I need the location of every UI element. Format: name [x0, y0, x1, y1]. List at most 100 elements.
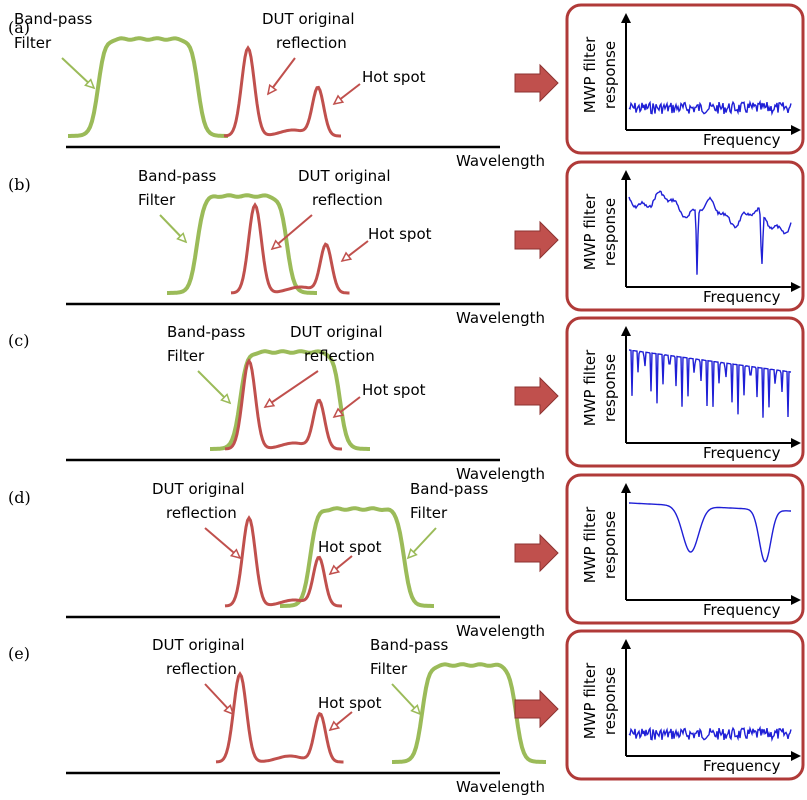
- mwp-response-trace: [629, 502, 791, 563]
- response-axis-label: MWP filter response: [581, 349, 619, 426]
- response-label-line2: response: [601, 511, 619, 579]
- reflection-label-line1: DUT original: [298, 167, 391, 185]
- mwp-response-trace: [628, 190, 792, 275]
- reflection-pointer-head: [229, 548, 242, 560]
- filter-pointer-head: [406, 548, 418, 560]
- dut-reflection-curve: [224, 515, 342, 608]
- frequency-axis-label: Frequency: [703, 444, 781, 462]
- reflection-label-line1: DUT original: [152, 636, 245, 654]
- mwp-response-trace: [628, 725, 792, 742]
- hotspot-pointer-head: [332, 94, 345, 106]
- panel-b: (b) Wavelength Band-pass Filter DUT original…: [8, 160, 805, 327]
- reflection-label-line2: reflection: [276, 34, 347, 52]
- hotspot-label: Hot spot: [318, 694, 382, 712]
- response-axis-label: MWP filter response: [581, 36, 619, 113]
- panel-label: (d): [8, 488, 31, 507]
- x-axis-arrow-icon: [791, 751, 801, 761]
- reflection-pointer-line: [264, 370, 319, 408]
- filter-label-line1: Band-pass: [167, 323, 245, 341]
- panel-label: (e): [8, 644, 30, 663]
- response-label-line1: MWP filter: [581, 662, 599, 739]
- wavelength-axis-label: Wavelength: [456, 465, 545, 483]
- filter-pointer-head: [410, 704, 422, 716]
- transform-arrow-icon: [514, 220, 559, 260]
- mwp-response-trace: [628, 99, 792, 116]
- filter-pointer-head: [220, 393, 232, 405]
- dut-reflection-curve: [223, 45, 341, 138]
- hotspot-pointer-head: [328, 720, 341, 732]
- transform-arrow-icon: [514, 63, 559, 103]
- reflection-pointer-head: [270, 239, 283, 251]
- transform-arrow-icon: [514, 689, 559, 729]
- panel-e: (e) Wavelength Band-pass Filter DUT original…: [8, 629, 805, 796]
- y-axis-arrow-icon: [621, 170, 631, 180]
- response-axis-label: MWP filter response: [581, 662, 619, 739]
- filter-label-line2: Filter: [138, 191, 176, 209]
- hotspot-label: Hot spot: [362, 381, 426, 399]
- band-pass-filter-curve: [167, 193, 317, 295]
- transform-arrow-icon: [514, 376, 559, 416]
- panel-a: (a) Wavelength Band-pass Filter DUT original…: [8, 3, 805, 170]
- transform-arrow-icon: [514, 533, 559, 573]
- hotspot-label: Hot spot: [368, 225, 432, 243]
- response-label-line1: MWP filter: [581, 506, 599, 583]
- hotspot-pointer-head: [340, 251, 353, 263]
- wavelength-axis-label: Wavelength: [456, 152, 545, 170]
- dut-reflection-curve: [224, 358, 342, 451]
- panel-c: (c) Wavelength Band-pass Filter DUT original…: [8, 316, 805, 483]
- filter-pointer-head: [84, 78, 96, 90]
- dut-reflection-curve: [215, 671, 344, 764]
- x-axis-arrow-icon: [791, 595, 801, 605]
- filter-label-line1: Band-pass: [370, 636, 448, 654]
- frequency-axis-label: Frequency: [703, 757, 781, 775]
- filter-label-line2: Filter: [14, 34, 52, 52]
- panel-d: (d) Wavelength Band-pass Filter DUT original…: [8, 473, 805, 640]
- frequency-axis-label: Frequency: [703, 601, 781, 619]
- response-axis-label: MWP filter response: [581, 506, 619, 583]
- reflection-label-line1: DUT original: [290, 323, 383, 341]
- hotspot-pointer-head: [328, 564, 341, 576]
- response-label-line2: response: [601, 667, 619, 735]
- wavelength-axis-label: Wavelength: [456, 309, 545, 327]
- y-axis-arrow-icon: [621, 326, 631, 336]
- hotspot-label: Hot spot: [362, 68, 426, 86]
- hotspot-pointer-head: [332, 407, 345, 419]
- frequency-axis-label: Frequency: [703, 131, 781, 149]
- reflection-label-line2: reflection: [166, 660, 237, 678]
- y-axis-arrow-icon: [621, 639, 631, 649]
- hotspot-label: Hot spot: [318, 538, 382, 556]
- reflection-label-line2: reflection: [312, 191, 383, 209]
- reflection-pointer-head: [223, 704, 235, 716]
- reflection-label-line2: reflection: [166, 504, 237, 522]
- band-pass-filter-curve: [392, 662, 546, 764]
- frequency-axis-label: Frequency: [703, 288, 781, 306]
- reflection-label-line1: DUT original: [152, 480, 245, 498]
- x-axis-arrow-icon: [791, 282, 801, 292]
- filter-label-line2: Filter: [167, 347, 205, 365]
- wavelength-axis-label: Wavelength: [456, 622, 545, 640]
- panel-label: (c): [8, 331, 29, 350]
- response-label-line1: MWP filter: [581, 349, 599, 426]
- response-label-line2: response: [601, 354, 619, 422]
- reflection-pointer-head: [263, 397, 276, 408]
- dut-reflection-curve: [230, 202, 350, 295]
- reflection-pointer-head: [266, 83, 278, 96]
- wavelength-axis-label: Wavelength: [456, 778, 545, 796]
- response-label-line1: MWP filter: [581, 193, 599, 270]
- band-pass-filter-curve: [280, 506, 434, 608]
- response-label-line2: response: [601, 198, 619, 266]
- y-axis-arrow-icon: [621, 483, 631, 493]
- response-axis-label: MWP filter response: [581, 193, 619, 270]
- y-axis-arrow-icon: [621, 13, 631, 23]
- band-pass-filter-curve: [68, 36, 228, 138]
- panel-label: (a): [8, 18, 30, 37]
- x-axis-arrow-icon: [791, 125, 801, 135]
- filter-pointer-head: [176, 232, 188, 244]
- filter-label-line1: Band-pass: [410, 480, 488, 498]
- reflection-label-line1: DUT original: [262, 10, 355, 28]
- filter-label-line2: Filter: [410, 504, 448, 522]
- filter-label-line2: Filter: [370, 660, 408, 678]
- reflection-label-line2: reflection: [304, 347, 375, 365]
- filter-label-line1: Band-pass: [138, 167, 216, 185]
